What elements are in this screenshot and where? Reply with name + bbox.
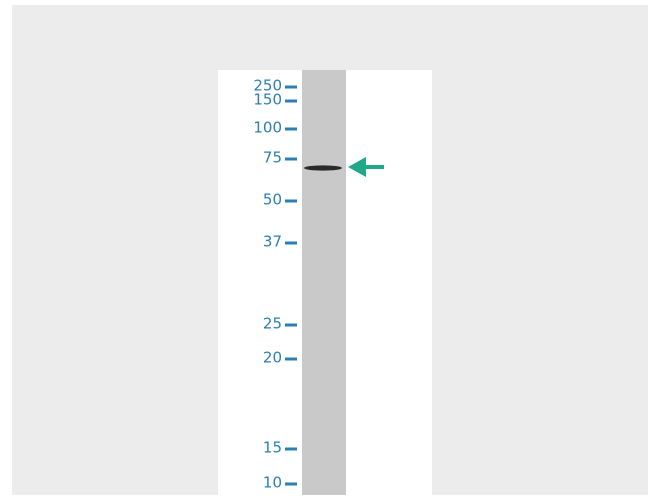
marker-label: 15 (263, 439, 282, 457)
marker-label: 150 (253, 91, 282, 109)
marker-label: 100 (253, 119, 282, 137)
marker-label: 25 (263, 315, 282, 333)
marker-label: 37 (263, 233, 282, 251)
lane (302, 70, 346, 495)
blot-image: 25015010075503725201510 (0, 0, 650, 495)
marker-label: 75 (263, 149, 282, 167)
marker-label: 20 (263, 349, 282, 367)
marker-label: 50 (263, 191, 282, 209)
marker-label: 10 (263, 474, 282, 492)
band (304, 165, 342, 170)
page: 25015010075503725201510 (() => { const d… (0, 0, 650, 495)
